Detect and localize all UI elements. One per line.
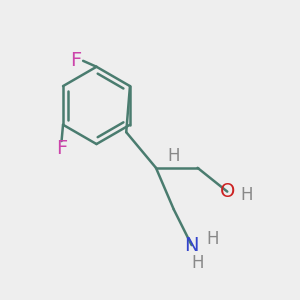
Text: H: H: [167, 147, 180, 165]
Text: O: O: [220, 182, 235, 201]
Text: H: H: [206, 230, 219, 248]
Text: F: F: [70, 51, 81, 70]
Text: F: F: [56, 139, 67, 158]
Text: N: N: [184, 236, 199, 255]
Text: H: H: [191, 254, 204, 272]
Text: H: H: [240, 186, 253, 204]
